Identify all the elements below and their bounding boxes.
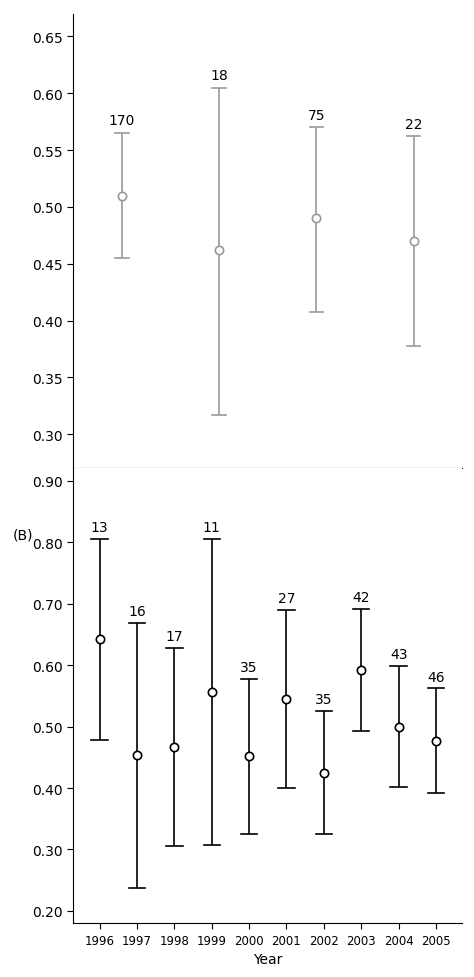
Text: 22: 22	[405, 117, 422, 132]
Text: 170: 170	[109, 114, 135, 128]
Text: 13: 13	[91, 521, 109, 534]
Text: 46: 46	[427, 670, 445, 684]
Text: 11: 11	[203, 521, 220, 534]
X-axis label: Breeding area: Breeding area	[219, 499, 317, 513]
Text: (B): (B)	[13, 528, 34, 542]
Text: 27: 27	[278, 591, 295, 605]
Text: 18: 18	[210, 68, 228, 83]
Text: 43: 43	[390, 648, 407, 661]
Text: 75: 75	[308, 108, 325, 122]
X-axis label: Year: Year	[253, 953, 283, 966]
Text: 42: 42	[353, 590, 370, 604]
Text: 17: 17	[165, 629, 183, 643]
Text: 35: 35	[240, 660, 258, 674]
Text: 35: 35	[315, 693, 333, 706]
Text: 16: 16	[128, 605, 146, 618]
